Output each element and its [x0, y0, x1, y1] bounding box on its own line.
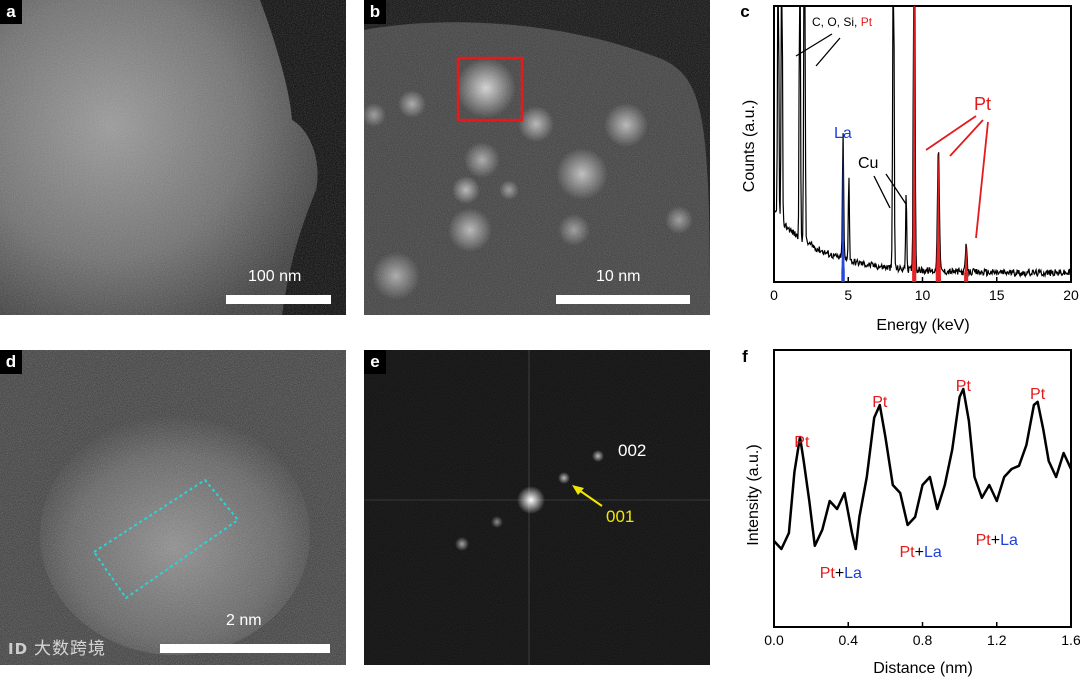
panel-e-texture: 002 001	[364, 350, 710, 665]
panel-c-ylabel: Counts (a.u.)	[741, 100, 758, 192]
panel-c-eds-spectrum: c Counts (a.u.) Energy (keV) 0 5 10 15 20 C,…	[728, 0, 1080, 340]
panel-e-spot-001-label: 001	[606, 507, 634, 526]
panel-d-scale-bar	[160, 644, 330, 653]
panel-c-chart: Counts (a.u.) Energy (keV) 0 5 10 15 20 C, O…	[741, 5, 1079, 334]
panel-f-pt-label-1: Pt	[872, 394, 888, 411]
panel-c-letter: c	[740, 2, 750, 21]
panel-c-peak-fill-3	[964, 246, 969, 282]
panel-d-letter: d	[0, 350, 22, 374]
panel-c-xtick-label-0: 0	[770, 287, 778, 303]
panel-c-xtick-label-3: 15	[989, 287, 1005, 303]
panel-b-highlight-box	[456, 56, 524, 122]
panel-e-arrowhead-001	[572, 485, 584, 495]
panel-b-scale-label: 10 nm	[596, 268, 641, 285]
panel-a-texture	[0, 0, 346, 315]
panel-c-arrow-pt-3	[975, 121, 989, 239]
panel-f-pt-label-0: Pt	[794, 434, 810, 451]
panel-c-arrow-pt-2	[949, 119, 984, 157]
panel-f-ylabel: Intensity (a.u.)	[745, 444, 762, 545]
panel-f-xtick-label-0: 0.0	[764, 632, 784, 648]
panel-c-xtick-label-2: 10	[915, 287, 931, 303]
panel-b-scale-bar	[556, 295, 690, 304]
panel-e-fft-image: 002 001 e	[364, 350, 710, 665]
panel-d-hrstem-image: d 2 nm ID 大数跨境	[0, 350, 346, 665]
panel-c-xtick-label-4: 20	[1063, 287, 1079, 303]
panel-c-xtick-label-1: 5	[844, 287, 852, 303]
panel-e-spot-002-label: 002	[618, 441, 646, 460]
watermark: ID 大数跨境	[8, 634, 106, 659]
panel-c-cu-label: Cu	[858, 155, 878, 172]
panel-c-pt-label: Pt	[974, 94, 991, 114]
panel-b-letter: b	[364, 0, 386, 24]
panel-c-elements-label: C, O, Si, Pt	[812, 15, 873, 29]
panel-c-la-label: La	[834, 125, 852, 142]
panel-a-scale-label: 100 nm	[248, 268, 302, 285]
panel-f-chart: Intensity (a.u.) Distance (nm) 0.0 0.4 0.8…	[745, 349, 1080, 677]
panel-b-texture	[364, 0, 710, 315]
panel-f-xtick-label-1: 0.4	[839, 632, 859, 648]
panel-b-haadf-image: b 10 nm	[364, 0, 710, 315]
panel-f-ptla-label-2: Pt+La	[976, 532, 1018, 549]
panel-c-arrow-cosi-1	[795, 33, 833, 57]
panel-c-peak-fill-1	[912, 6, 917, 282]
panel-f-letter: f	[742, 347, 748, 366]
panel-c-spectrum-line	[774, 5, 1072, 279]
panel-c-arrow-cosi-2	[815, 37, 841, 67]
panel-a-letter: a	[0, 0, 22, 24]
panel-a-scale-bar	[226, 295, 331, 304]
panel-f-ptla-label-1: Pt+La	[900, 544, 942, 561]
panel-d-texture	[0, 350, 346, 665]
panel-f-xtick-label-3: 1.2	[987, 632, 1007, 648]
panel-c-arrow-cu-1	[873, 175, 891, 209]
panel-c-plot-frame	[773, 5, 1072, 283]
panel-f-line-profile: f Intensity (a.u.) Distance (nm) 0.0 0.4 0…	[728, 345, 1080, 680]
panel-f-pt-label-2: Pt	[956, 378, 972, 395]
panel-f-profile-line	[773, 387, 1073, 551]
panel-c-xlabel: Energy (keV)	[876, 317, 969, 334]
panel-d-scale-label: 2 nm	[226, 612, 262, 629]
panel-f-xlabel: Distance (nm)	[873, 660, 973, 677]
watermark-logo: ID	[8, 640, 29, 658]
panel-f-pt-label-3: Pt	[1030, 386, 1046, 403]
panel-c-peak-fill-2	[935, 152, 942, 282]
panel-f-ptla-label-0: Pt+La	[820, 565, 862, 582]
panel-f-xtick-label-2: 0.8	[913, 632, 933, 648]
watermark-text: 大数跨境	[34, 639, 107, 659]
panel-c-arrow-cu-2	[885, 173, 907, 205]
panel-c-arrow-pt-1	[925, 115, 977, 151]
panel-e-letter: e	[364, 350, 386, 374]
panel-f-xtick-label-4: 1.6	[1061, 632, 1080, 648]
panel-c-peak-fill-0	[841, 149, 845, 282]
panel-a-haadf-image: a 100 nm	[0, 0, 346, 315]
